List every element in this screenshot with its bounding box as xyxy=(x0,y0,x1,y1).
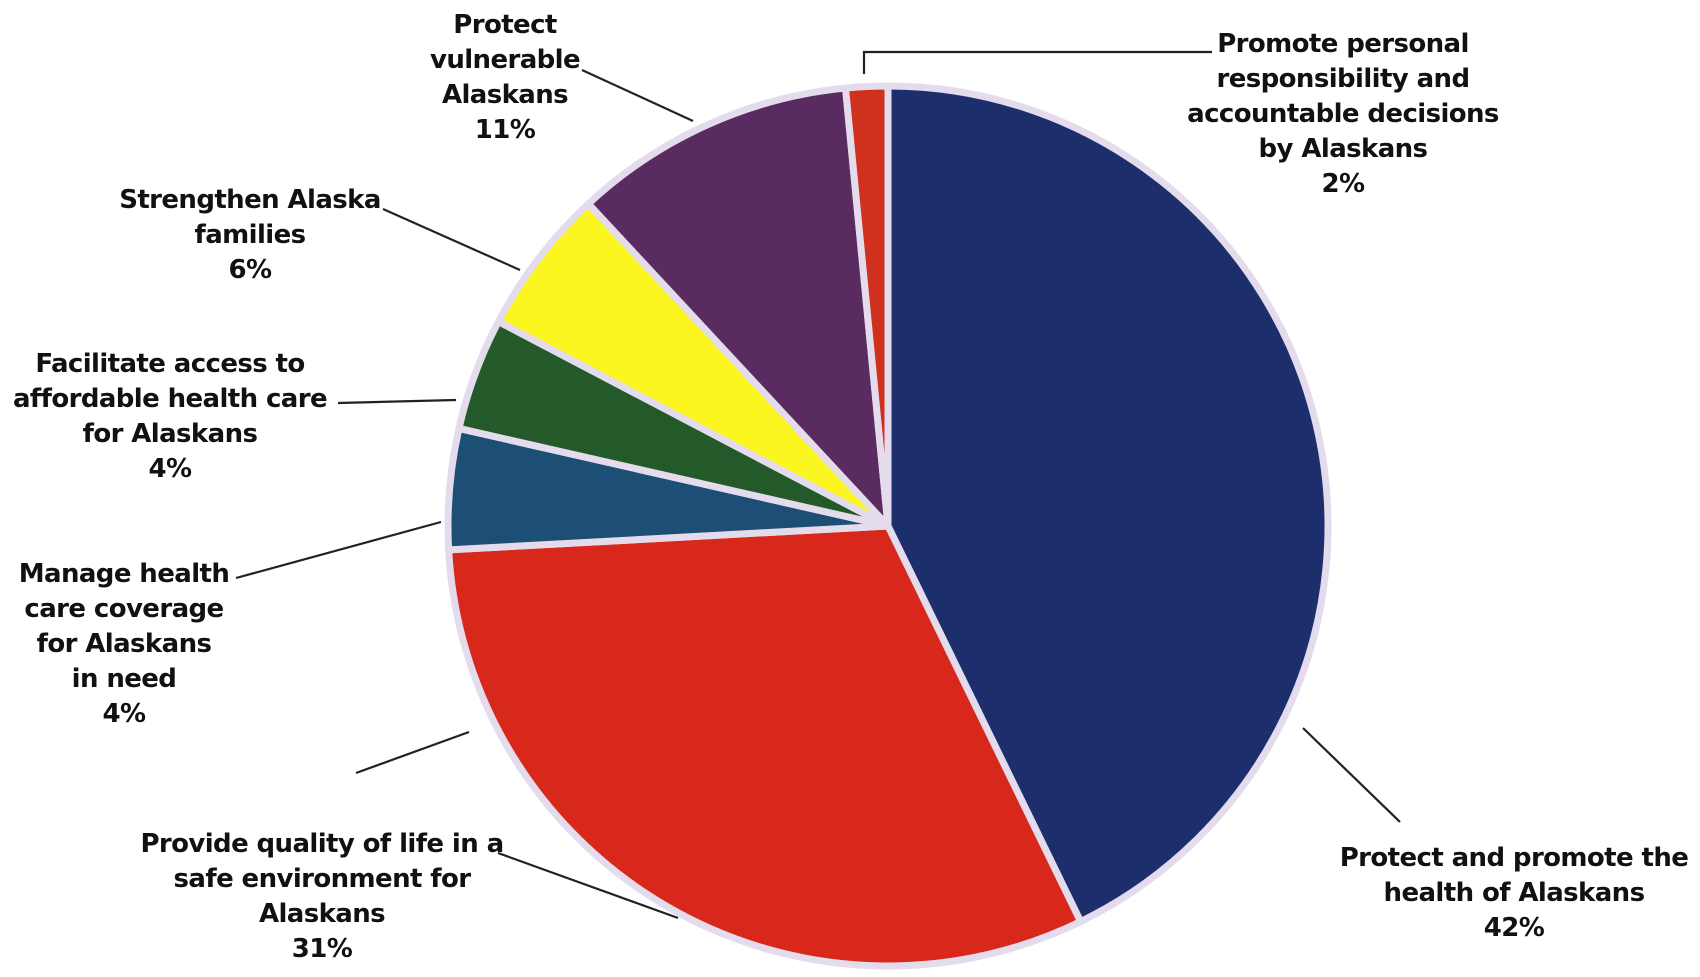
slice-label-1: Protect and promote the health of Alaskan… xyxy=(1340,843,1689,943)
leader-line-6 xyxy=(581,69,694,122)
slice-percent-label: 6% xyxy=(229,255,272,285)
pie-slice-7 xyxy=(842,82,892,530)
pie-slice-1 xyxy=(884,82,1332,926)
leader-line-2 xyxy=(497,851,679,920)
slice-label-line: Provide quality of life in a xyxy=(140,829,503,859)
slice-label-line: responsibility and xyxy=(1217,64,1470,94)
pie-slice-6 xyxy=(584,84,892,530)
slice-label-line: care coverage xyxy=(24,594,223,624)
leader-line-5 xyxy=(382,207,521,272)
slice-label-line: affordable health care xyxy=(13,384,327,414)
slice-label-7: Promote personal responsibility and accoun… xyxy=(1187,29,1499,199)
slice-label-line: for Alaskans xyxy=(83,419,258,449)
slice-label-line: Facilitate access to xyxy=(35,349,304,379)
slice-label-5: Strengthen Alaska families 6% xyxy=(119,185,381,285)
slice-percent-label: 4% xyxy=(103,699,146,729)
slice-label-line: accountable decisions xyxy=(1187,99,1499,129)
slice-percent-label: 2% xyxy=(1322,169,1365,199)
slice-label-3: Manage health care coverage for Alaskans in… xyxy=(19,559,230,729)
slice-label-line: Promote personal xyxy=(1217,29,1469,59)
slice-label-line: in need xyxy=(72,664,177,694)
slice-label-line: Strengthen Alaska xyxy=(119,185,381,215)
pie-slice-2 xyxy=(445,522,1085,970)
slice-label-6: Protect vulnerable Alaskans 11% xyxy=(430,10,580,145)
slice-label-2: Provide quality of life in a safe environ… xyxy=(140,829,503,964)
slice-label-4: Facilitate access to affordable health ca… xyxy=(13,349,327,484)
leader-line-7 xyxy=(862,50,1212,74)
slice-label-line: Alaskans xyxy=(442,80,568,110)
slice-percent-label: 31% xyxy=(292,934,353,964)
slice-label-line: families xyxy=(195,220,306,250)
slice-percent-label: 42% xyxy=(1484,913,1545,943)
slice-label-line: Alaskans xyxy=(259,899,385,929)
slice-label-line: health of Alaskans xyxy=(1384,878,1645,908)
slice-label-line: Protect xyxy=(453,10,557,40)
slice-label-line: by Alaskans xyxy=(1259,134,1428,164)
leader-line-1 xyxy=(1302,727,1401,823)
slice-percent-label: 11% xyxy=(475,115,536,145)
slice-label-line: Protect and promote the xyxy=(1340,843,1689,873)
slice-percent-label: 4% xyxy=(149,454,192,484)
slice-label-line: safe environment for xyxy=(174,864,472,894)
leader-lines xyxy=(235,50,1401,920)
slice-label-line: for Alaskans xyxy=(37,629,212,659)
slice-labels: Protect and promote the health of Alaskan… xyxy=(13,10,1689,964)
leader-line-4 xyxy=(337,398,457,405)
slice-label-line: vulnerable xyxy=(430,45,580,75)
slice-label-line: Manage health xyxy=(19,559,230,589)
leader-line-3 xyxy=(235,520,442,580)
leader-tick-1 xyxy=(355,730,470,775)
pie-slices xyxy=(444,82,1332,970)
